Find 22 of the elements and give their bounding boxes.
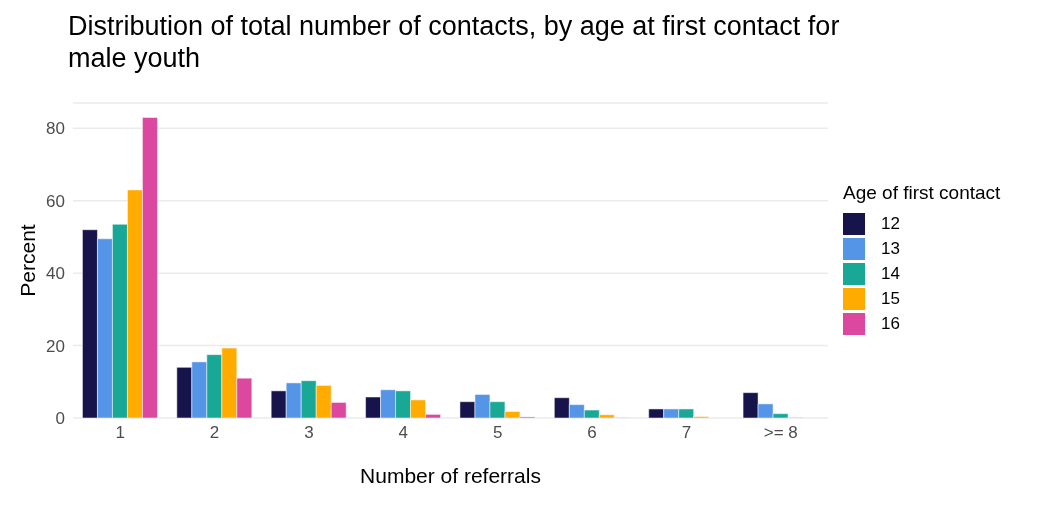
legend-label: 14 [881,263,900,285]
y-tick-label: 80 [46,119,65,139]
chart-title: Distribution of total number of contacts, by age at first contact for male youth [68,10,841,74]
y-tick-label: 0 [55,409,65,429]
y-tick-label: 60 [46,191,65,211]
y-axis-title: Percent [16,224,40,297]
legend-title: Age of first contact [843,181,1002,205]
x-tick-label: 3 [304,423,314,443]
x-tick-label: 5 [492,423,503,443]
legend-label: 13 [881,238,900,260]
x-tick-label: 4 [398,423,409,443]
x-tick-label: 2 [209,423,220,443]
x-tick-label: 6 [587,423,597,443]
y-tick-label: 20 [46,336,65,356]
x-tick-label: 1 [115,423,125,443]
legend-label: 12 [881,213,900,235]
x-tick-label: 7 [681,423,692,443]
legend-label: 15 [881,288,900,310]
legend-label: 16 [881,313,900,335]
x-axis-title: Number of referrals [360,464,541,487]
y-tick-label: 40 [46,264,65,284]
x-tick-label: >= 8 [763,423,798,443]
